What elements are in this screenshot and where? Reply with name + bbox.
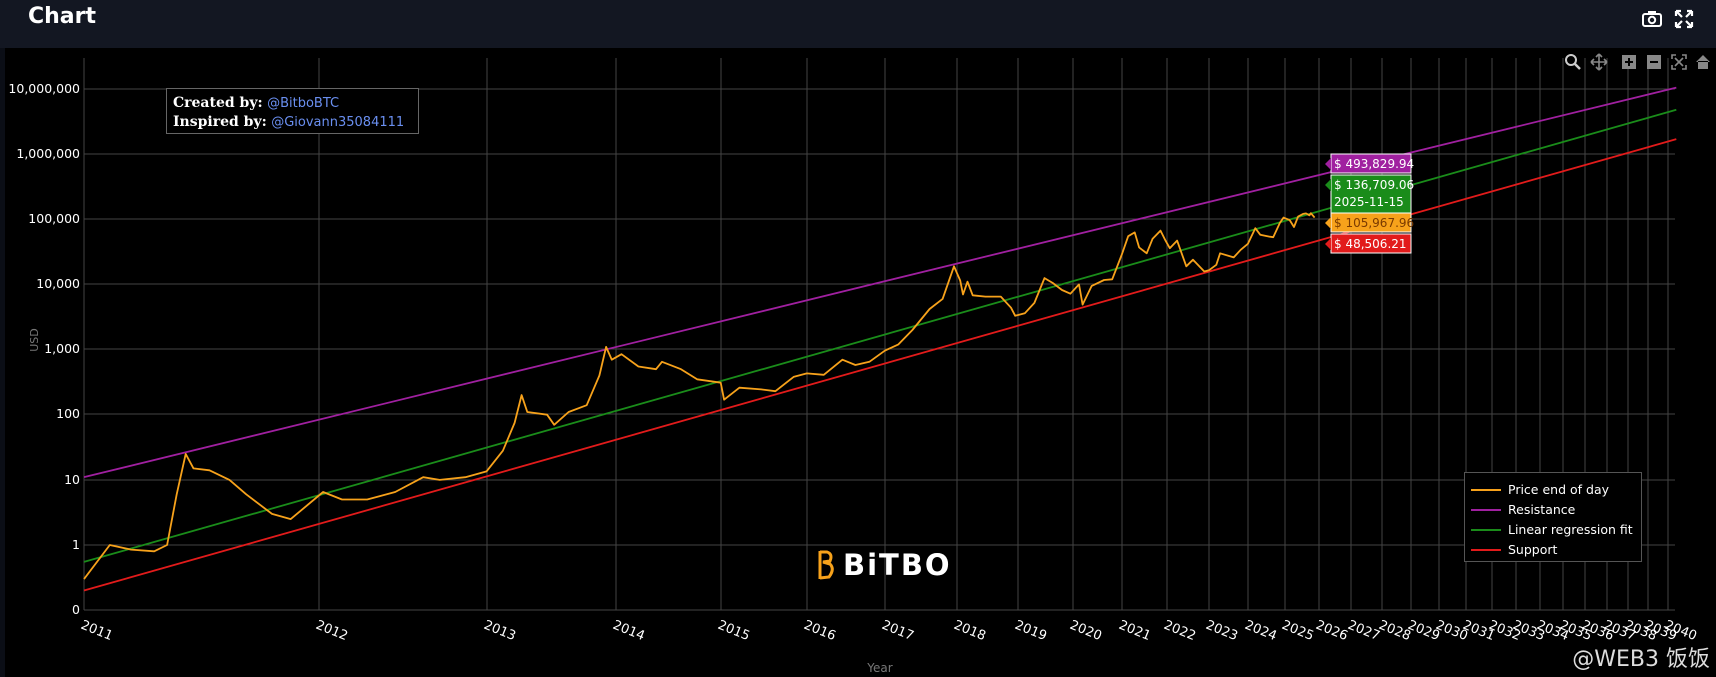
x-tick-label: 2016: [802, 618, 838, 644]
y-tick-label: 1: [72, 537, 80, 552]
page-title: Chart: [28, 4, 97, 29]
fullscreen-icon[interactable]: [1672, 7, 1696, 31]
x-tick-label: 2011: [79, 618, 115, 644]
zoom-in-icon[interactable]: [1620, 53, 1638, 71]
regression-value-label-box: [1330, 174, 1412, 214]
regression-line: [83, 108, 1677, 563]
x-axis-title: Year: [866, 661, 892, 675]
legend-label-resistance: Resistance: [1508, 502, 1576, 517]
camera-icon[interactable]: [1640, 7, 1664, 31]
bitbo-logo-icon: [818, 550, 834, 580]
pan-icon[interactable]: [1590, 53, 1608, 71]
chart-legend: Price end of day Resistance Linear regre…: [1464, 472, 1642, 562]
bitbo-logo: BiTBO: [815, 548, 952, 582]
support-line: [83, 138, 1677, 592]
legend-item-resistance[interactable]: Resistance: [1471, 500, 1635, 520]
y-axis-title: USD: [28, 328, 41, 352]
regression-value-label-pointer: [1325, 179, 1331, 191]
resistance-value-label-pointer: [1325, 158, 1331, 170]
x-tick-label: 2019: [1013, 618, 1049, 644]
y-tick-label: 10,000,000: [8, 81, 80, 96]
resistance-value-label: $ 493,829.94: [1334, 157, 1414, 171]
x-tick-label: 2025: [1280, 618, 1316, 644]
inspired-handle-link[interactable]: @Giovann35084111: [271, 115, 405, 130]
regression-value-label: $ 136,709.06: [1334, 178, 1414, 192]
price-line: [83, 212, 1316, 580]
logo-text: BiTBO: [843, 548, 952, 582]
x-tick-label: 2026: [1314, 618, 1350, 644]
chart-area: [5, 48, 1716, 677]
app-header: Chart: [0, 0, 1716, 48]
regression-value-label-date: 2025-11-15: [1334, 195, 1404, 209]
y-tick-label: 100: [56, 406, 80, 421]
x-tick-label: 2015: [716, 618, 752, 644]
x-tick-label: 2018: [952, 618, 988, 644]
x-tick-label: 2023: [1204, 618, 1240, 644]
autoscale-icon[interactable]: [1670, 53, 1688, 71]
x-tick-label: 2012: [314, 618, 350, 644]
legend-swatch-resistance: [1471, 509, 1501, 511]
y-tick-label: 1,000,000: [16, 146, 80, 161]
y-tick-label: 10: [64, 472, 80, 487]
legend-swatch-support: [1471, 549, 1501, 551]
legend-item-price[interactable]: Price end of day: [1471, 480, 1635, 500]
x-tick-label: 2020: [1068, 618, 1104, 644]
zoom-icon[interactable]: [1564, 53, 1582, 71]
legend-swatch-price: [1471, 489, 1501, 491]
legend-item-regression[interactable]: Linear regression fit: [1471, 520, 1635, 540]
y-tick-label: 1,000: [44, 341, 80, 356]
x-tick-label: 2022: [1162, 618, 1198, 644]
created-handle-link[interactable]: @BitboBTC: [267, 96, 340, 111]
legend-label-regression: Linear regression fit: [1508, 522, 1633, 537]
legend-label-support: Support: [1508, 542, 1558, 557]
watermark-text: @WEB3 饭饭: [1572, 647, 1710, 672]
x-tick-label: 2017: [880, 618, 916, 644]
support-value-label-pointer: [1325, 238, 1331, 250]
y-tick-label: 10,000: [36, 276, 80, 291]
x-tick-label: 2024: [1243, 618, 1279, 644]
inspired-label: Inspired by:: [173, 114, 267, 130]
zoom-out-icon[interactable]: [1645, 53, 1663, 71]
y-tick-label: 100,000: [28, 211, 80, 226]
x-tick-label: 2021: [1117, 618, 1153, 644]
legend-label-price: Price end of day: [1508, 482, 1610, 497]
price-value-label: $ 105,967.96: [1334, 216, 1414, 230]
reset-axes-icon[interactable]: [1694, 53, 1712, 71]
support-value-label: $ 48,506.21: [1334, 237, 1407, 251]
legend-item-support[interactable]: Support: [1471, 540, 1635, 560]
created-label: Created by:: [173, 95, 263, 111]
legend-swatch-regression: [1471, 529, 1501, 531]
credits-box: Created by: @BitboBTC Inspired by: @Giov…: [166, 88, 419, 134]
y-tick-label: 0: [72, 602, 80, 617]
resistance-line: [83, 86, 1677, 479]
price-value-label-pointer: [1325, 217, 1331, 229]
x-tick-label: 2013: [482, 618, 518, 644]
x-tick-label: 2014: [611, 618, 647, 644]
